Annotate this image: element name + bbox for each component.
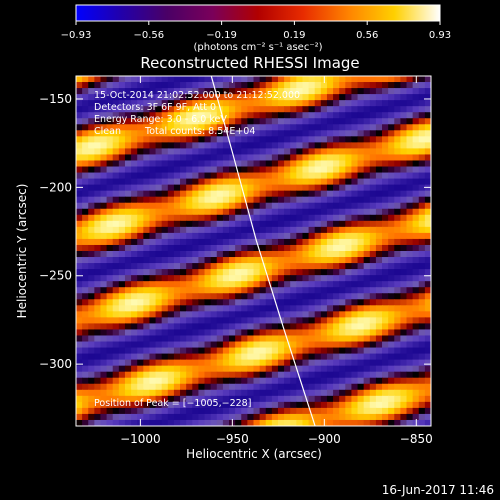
- colorbar-tick-label: 0.19: [283, 30, 305, 41]
- solar-limb-line: [210, 76, 316, 426]
- plot-frame: [75, 75, 432, 427]
- plot-title: Reconstructed RHESSI Image: [140, 54, 359, 72]
- image-area: [76, 76, 431, 426]
- time-range-label: 15-Oct-2014 21:02:52.000 to 21:12:52.000: [94, 90, 300, 101]
- y-tick-label: −300: [39, 357, 72, 371]
- y-tick-label: −150: [39, 92, 72, 106]
- colorbar-tick-label: −0.93: [61, 30, 92, 41]
- colorbar-tick-label: 0.93: [429, 30, 451, 41]
- info-annotations: 15-Oct-2014 21:02:52.000 to 21:12:52.000…: [94, 90, 300, 409]
- x-tick-label: −900: [308, 432, 341, 446]
- y-tick-label: −250: [39, 269, 72, 283]
- y-tick-label: −200: [39, 180, 72, 194]
- total-counts-label: Total counts: 8.54E+04: [144, 126, 255, 137]
- y-axis-label: Heliocentric Y (arcsec): [15, 184, 29, 319]
- colorbar-tick-label: −0.19: [206, 30, 237, 41]
- energy-range-label: Energy Range: 3.0 - 6.0 keV: [94, 114, 227, 125]
- peak-position-label: Position of Peak = [−1005,−228]: [94, 398, 251, 409]
- footer-date: 16-Jun-2017 11:46: [382, 483, 494, 497]
- colorbar-tick-label: −0.56: [133, 30, 164, 41]
- colorbar-tick-label: 0.56: [356, 30, 378, 41]
- method-label: Clean: [94, 126, 121, 137]
- reconstructed-image: [76, 76, 431, 426]
- x-axis-label: Heliocentric X (arcsec): [186, 447, 322, 461]
- colorbar: [75, 4, 441, 22]
- colorbar-units-label: (photons cm⁻² s⁻¹ asec⁻²): [193, 42, 322, 53]
- axis-ticks: −1000 −950 −900 −850 −150 −200 −250 −300: [39, 76, 433, 446]
- x-tick-label: −1000: [120, 432, 161, 446]
- detectors-label: Detectors: 3F 6F 9F, Att 0: [94, 102, 216, 113]
- x-tick-label: −850: [400, 432, 433, 446]
- colorbar-ticks: −0.93 −0.56 −0.19 0.19 0.56 0.93: [61, 21, 451, 41]
- x-tick-label: −950: [216, 432, 249, 446]
